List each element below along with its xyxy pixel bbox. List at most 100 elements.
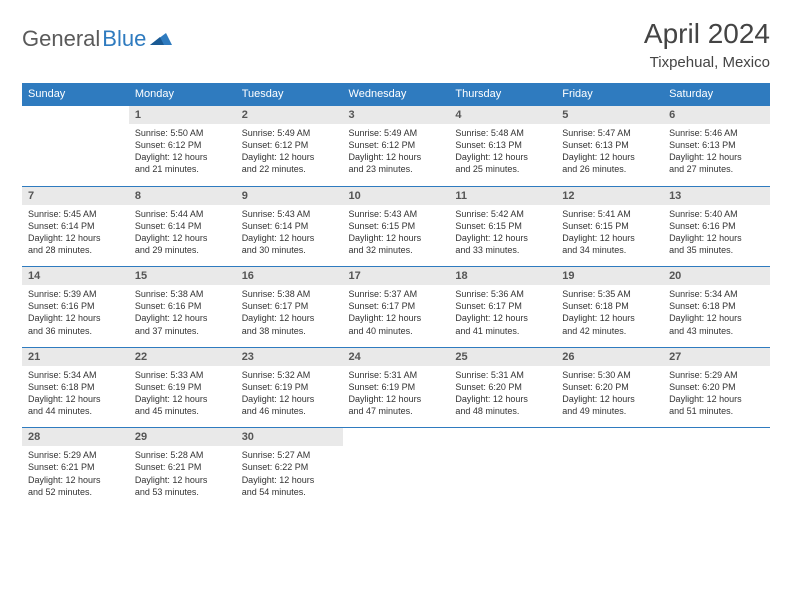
daylight-2: and 52 minutes. bbox=[28, 486, 123, 498]
sunrise: Sunrise: 5:40 AM bbox=[669, 208, 764, 220]
day-cell: Sunrise: 5:32 AMSunset: 6:19 PMDaylight:… bbox=[236, 366, 343, 428]
daynum-cell: 23 bbox=[236, 347, 343, 366]
daynum-cell: 9 bbox=[236, 186, 343, 205]
sunrise: Sunrise: 5:44 AM bbox=[135, 208, 230, 220]
sunset: Sunset: 6:21 PM bbox=[28, 461, 123, 473]
daynum-cell: 18 bbox=[449, 267, 556, 286]
day-cell: Sunrise: 5:41 AMSunset: 6:15 PMDaylight:… bbox=[556, 205, 663, 267]
daynum-cell: 7 bbox=[22, 186, 129, 205]
content-row: Sunrise: 5:29 AMSunset: 6:21 PMDaylight:… bbox=[22, 446, 770, 508]
daylight-2: and 22 minutes. bbox=[242, 163, 337, 175]
sunrise: Sunrise: 5:27 AM bbox=[242, 449, 337, 461]
day-cell: Sunrise: 5:27 AMSunset: 6:22 PMDaylight:… bbox=[236, 446, 343, 508]
day-cell: Sunrise: 5:36 AMSunset: 6:17 PMDaylight:… bbox=[449, 285, 556, 347]
daylight-2: and 51 minutes. bbox=[669, 405, 764, 417]
day-cell: Sunrise: 5:35 AMSunset: 6:18 PMDaylight:… bbox=[556, 285, 663, 347]
daynum-cell: 22 bbox=[129, 347, 236, 366]
sunrise: Sunrise: 5:31 AM bbox=[349, 369, 444, 381]
logo-text-1: General bbox=[22, 26, 100, 52]
daynum-cell: 21 bbox=[22, 347, 129, 366]
sunrise: Sunrise: 5:38 AM bbox=[242, 288, 337, 300]
daylight-1: Daylight: 12 hours bbox=[135, 312, 230, 324]
day-cell: Sunrise: 5:30 AMSunset: 6:20 PMDaylight:… bbox=[556, 366, 663, 428]
day-cell: Sunrise: 5:34 AMSunset: 6:18 PMDaylight:… bbox=[663, 285, 770, 347]
month-title: April 2024 bbox=[644, 18, 770, 50]
daylight-2: and 29 minutes. bbox=[135, 244, 230, 256]
sunrise: Sunrise: 5:34 AM bbox=[28, 369, 123, 381]
daynum-cell bbox=[556, 428, 663, 447]
daynum-cell: 30 bbox=[236, 428, 343, 447]
daylight-1: Daylight: 12 hours bbox=[669, 312, 764, 324]
weekday-cell: Tuesday bbox=[236, 83, 343, 106]
daynum-cell: 2 bbox=[236, 106, 343, 125]
sunset: Sunset: 6:15 PM bbox=[349, 220, 444, 232]
calendar-table: SundayMondayTuesdayWednesdayThursdayFrid… bbox=[22, 83, 770, 508]
sunset: Sunset: 6:17 PM bbox=[455, 300, 550, 312]
day-cell bbox=[22, 124, 129, 186]
daynum-cell: 12 bbox=[556, 186, 663, 205]
daylight-2: and 34 minutes. bbox=[562, 244, 657, 256]
sunrise: Sunrise: 5:34 AM bbox=[669, 288, 764, 300]
day-cell: Sunrise: 5:43 AMSunset: 6:15 PMDaylight:… bbox=[343, 205, 450, 267]
daylight-2: and 25 minutes. bbox=[455, 163, 550, 175]
sunrise: Sunrise: 5:49 AM bbox=[242, 127, 337, 139]
daylight-2: and 42 minutes. bbox=[562, 325, 657, 337]
daynum-cell: 13 bbox=[663, 186, 770, 205]
daylight-1: Daylight: 12 hours bbox=[455, 393, 550, 405]
sunset: Sunset: 6:17 PM bbox=[242, 300, 337, 312]
weekday-cell: Wednesday bbox=[343, 83, 450, 106]
daynum-cell bbox=[343, 428, 450, 447]
day-cell: Sunrise: 5:45 AMSunset: 6:14 PMDaylight:… bbox=[22, 205, 129, 267]
daynum-cell bbox=[22, 106, 129, 125]
daynum-row: 14151617181920 bbox=[22, 267, 770, 286]
triangle-icon bbox=[150, 29, 172, 50]
day-cell: Sunrise: 5:28 AMSunset: 6:21 PMDaylight:… bbox=[129, 446, 236, 508]
daylight-1: Daylight: 12 hours bbox=[669, 232, 764, 244]
daylight-2: and 26 minutes. bbox=[562, 163, 657, 175]
sunset: Sunset: 6:15 PM bbox=[562, 220, 657, 232]
day-cell bbox=[663, 446, 770, 508]
content-row: Sunrise: 5:45 AMSunset: 6:14 PMDaylight:… bbox=[22, 205, 770, 267]
daylight-2: and 32 minutes. bbox=[349, 244, 444, 256]
sunset: Sunset: 6:16 PM bbox=[135, 300, 230, 312]
content-row: Sunrise: 5:50 AMSunset: 6:12 PMDaylight:… bbox=[22, 124, 770, 186]
sunrise: Sunrise: 5:38 AM bbox=[135, 288, 230, 300]
daylight-1: Daylight: 12 hours bbox=[562, 312, 657, 324]
sunset: Sunset: 6:19 PM bbox=[349, 381, 444, 393]
day-cell: Sunrise: 5:46 AMSunset: 6:13 PMDaylight:… bbox=[663, 124, 770, 186]
weekday-cell: Monday bbox=[129, 83, 236, 106]
sunset: Sunset: 6:16 PM bbox=[669, 220, 764, 232]
daylight-1: Daylight: 12 hours bbox=[242, 151, 337, 163]
daylight-2: and 49 minutes. bbox=[562, 405, 657, 417]
daylight-1: Daylight: 12 hours bbox=[349, 393, 444, 405]
daynum-cell: 10 bbox=[343, 186, 450, 205]
sunset: Sunset: 6:14 PM bbox=[242, 220, 337, 232]
daylight-1: Daylight: 12 hours bbox=[135, 393, 230, 405]
sunset: Sunset: 6:13 PM bbox=[455, 139, 550, 151]
sunset: Sunset: 6:13 PM bbox=[562, 139, 657, 151]
content-row: Sunrise: 5:39 AMSunset: 6:16 PMDaylight:… bbox=[22, 285, 770, 347]
day-cell: Sunrise: 5:29 AMSunset: 6:21 PMDaylight:… bbox=[22, 446, 129, 508]
daylight-2: and 28 minutes. bbox=[28, 244, 123, 256]
day-cell: Sunrise: 5:29 AMSunset: 6:20 PMDaylight:… bbox=[663, 366, 770, 428]
day-cell: Sunrise: 5:39 AMSunset: 6:16 PMDaylight:… bbox=[22, 285, 129, 347]
sunset: Sunset: 6:22 PM bbox=[242, 461, 337, 473]
sunrise: Sunrise: 5:39 AM bbox=[28, 288, 123, 300]
daylight-2: and 38 minutes. bbox=[242, 325, 337, 337]
daylight-1: Daylight: 12 hours bbox=[135, 232, 230, 244]
sunrise: Sunrise: 5:41 AM bbox=[562, 208, 657, 220]
weekday-cell: Sunday bbox=[22, 83, 129, 106]
daylight-1: Daylight: 12 hours bbox=[28, 312, 123, 324]
daynum-cell: 28 bbox=[22, 428, 129, 447]
daylight-1: Daylight: 12 hours bbox=[669, 393, 764, 405]
daylight-1: Daylight: 12 hours bbox=[455, 151, 550, 163]
daynum-row: 78910111213 bbox=[22, 186, 770, 205]
daylight-1: Daylight: 12 hours bbox=[28, 393, 123, 405]
daynum-cell: 16 bbox=[236, 267, 343, 286]
daynum-cell: 1 bbox=[129, 106, 236, 125]
sunset: Sunset: 6:15 PM bbox=[455, 220, 550, 232]
day-cell: Sunrise: 5:31 AMSunset: 6:20 PMDaylight:… bbox=[449, 366, 556, 428]
day-cell bbox=[556, 446, 663, 508]
daynum-cell: 26 bbox=[556, 347, 663, 366]
daylight-2: and 35 minutes. bbox=[669, 244, 764, 256]
